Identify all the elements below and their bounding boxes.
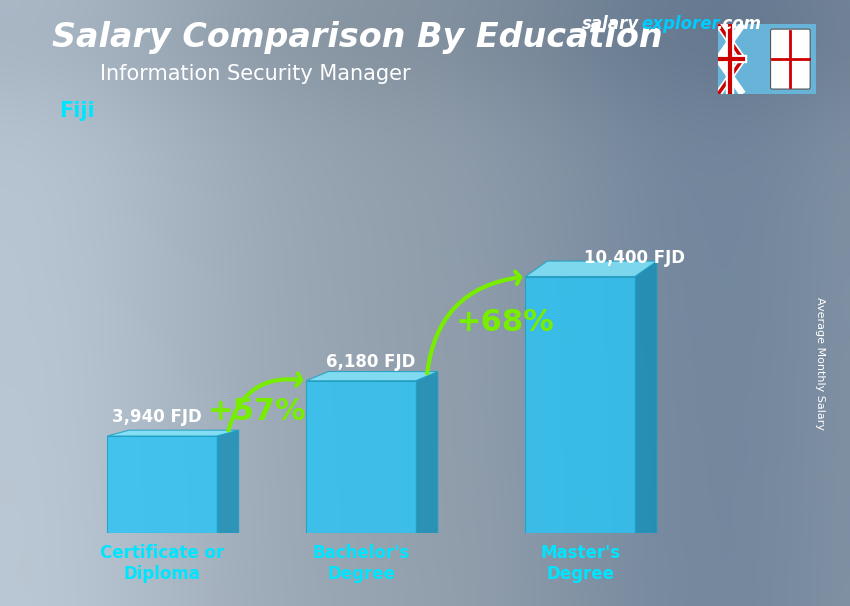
Text: salary: salary xyxy=(582,15,639,33)
Polygon shape xyxy=(217,430,239,533)
Polygon shape xyxy=(635,261,657,533)
Polygon shape xyxy=(525,261,657,276)
Polygon shape xyxy=(416,371,438,533)
Text: Fiji: Fiji xyxy=(60,101,95,121)
Text: +57%: +57% xyxy=(207,397,306,426)
Text: 6,180 FJD: 6,180 FJD xyxy=(326,353,416,371)
Text: 3,940 FJD: 3,940 FJD xyxy=(112,408,202,426)
Bar xyxy=(107,436,217,533)
Text: explorer: explorer xyxy=(642,15,721,33)
Text: Average Monthly Salary: Average Monthly Salary xyxy=(815,297,825,430)
Bar xyxy=(306,381,416,533)
Bar xyxy=(525,276,635,533)
FancyBboxPatch shape xyxy=(771,29,810,89)
Text: 10,400 FJD: 10,400 FJD xyxy=(585,248,685,267)
Text: Salary Comparison By Education: Salary Comparison By Education xyxy=(52,21,662,54)
Polygon shape xyxy=(306,371,438,381)
Text: .com: .com xyxy=(717,15,762,33)
Text: Information Security Manager: Information Security Manager xyxy=(99,64,411,84)
Text: +68%: +68% xyxy=(456,308,555,337)
Polygon shape xyxy=(107,430,239,436)
